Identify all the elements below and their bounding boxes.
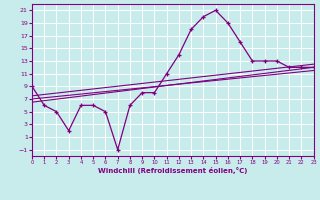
X-axis label: Windchill (Refroidissement éolien,°C): Windchill (Refroidissement éolien,°C) xyxy=(98,167,247,174)
